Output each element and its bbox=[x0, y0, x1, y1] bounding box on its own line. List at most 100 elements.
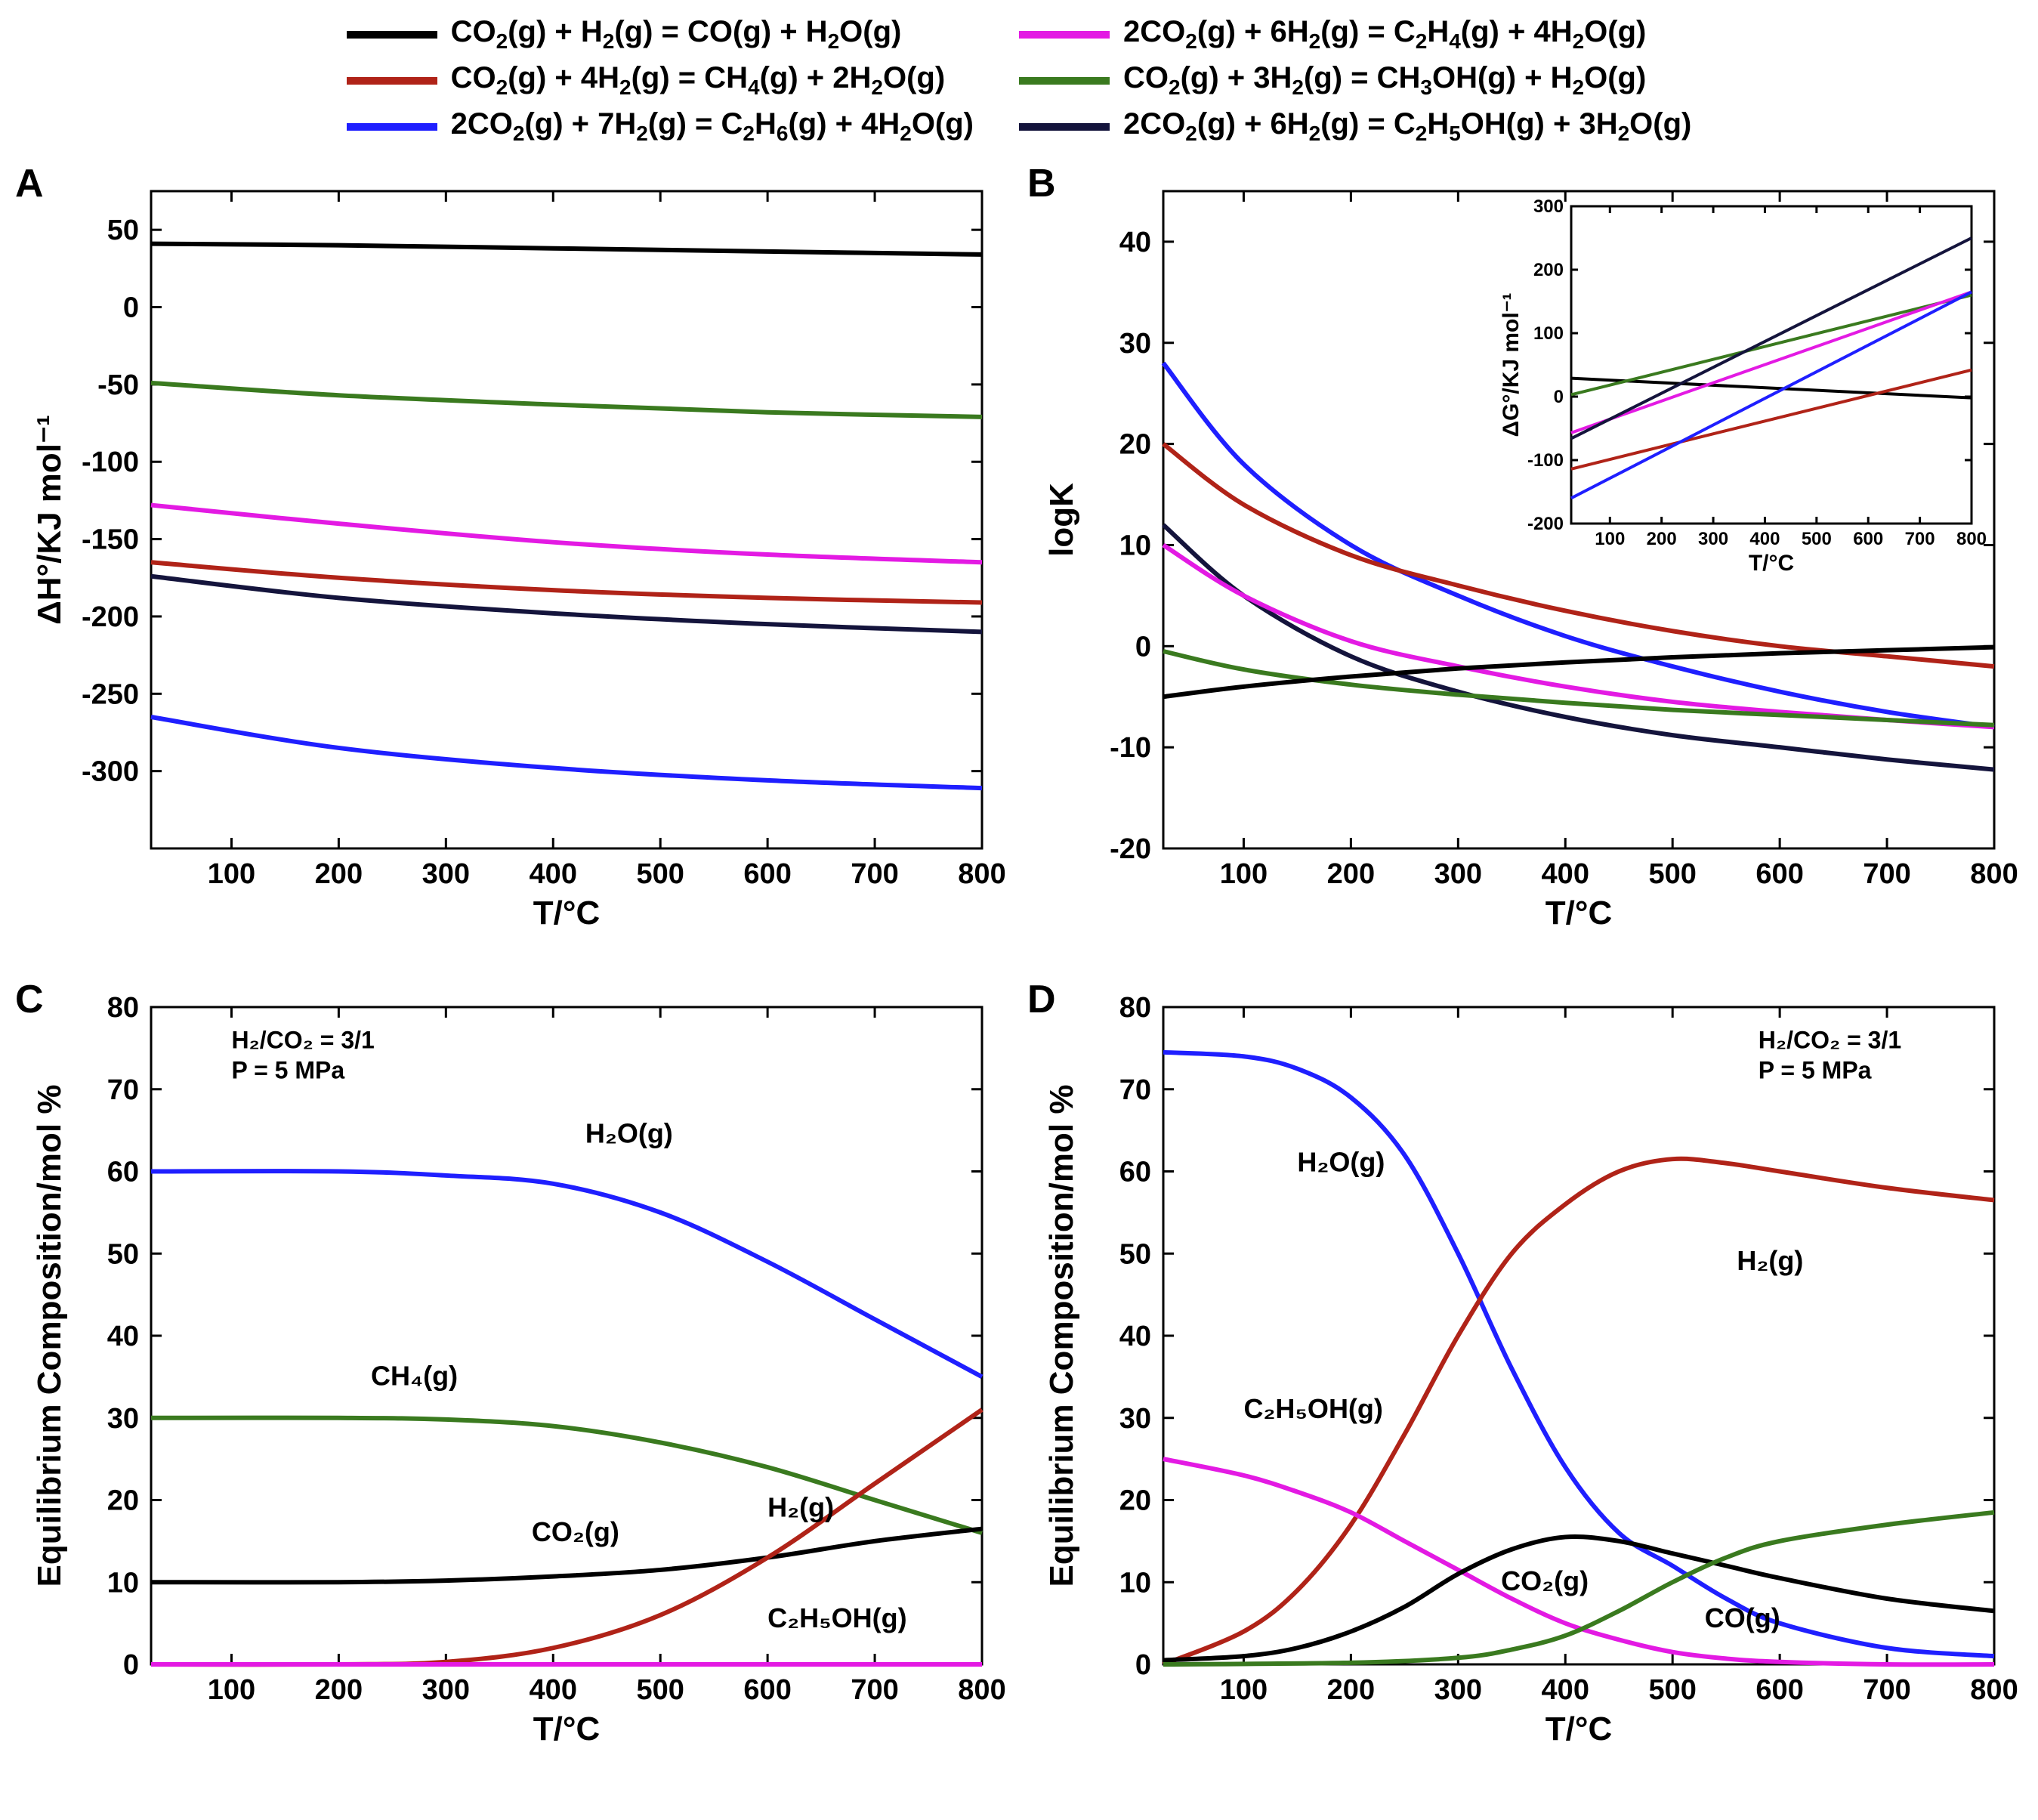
svg-text:600: 600 bbox=[743, 1674, 791, 1706]
svg-text:0: 0 bbox=[123, 1649, 139, 1681]
svg-text:T/°C: T/°C bbox=[533, 895, 600, 932]
svg-text:800: 800 bbox=[958, 1674, 1005, 1706]
svg-text:40: 40 bbox=[107, 1321, 139, 1352]
svg-text:40: 40 bbox=[1119, 227, 1151, 258]
svg-text:H₂/CO₂ = 3/1: H₂/CO₂ = 3/1 bbox=[1759, 1026, 1901, 1053]
svg-text:400: 400 bbox=[1542, 858, 1589, 890]
svg-text:ΔG°/KJ mol⁻¹: ΔG°/KJ mol⁻¹ bbox=[1499, 292, 1524, 437]
legend-text: 2CO2(g) + 6H2(g) = C2H4(g) + 4H2O(g) bbox=[1123, 15, 1646, 54]
svg-text:-300: -300 bbox=[82, 756, 139, 788]
svg-text:-50: -50 bbox=[97, 369, 139, 401]
legend-item: CO2(g) + 4H2(g) = CH4(g) + 2H2O(g) bbox=[347, 61, 974, 100]
svg-text:200: 200 bbox=[1327, 1674, 1375, 1706]
svg-text:300: 300 bbox=[422, 1674, 470, 1706]
svg-text:600: 600 bbox=[743, 858, 791, 890]
svg-text:P = 5 MPa: P = 5 MPa bbox=[1759, 1056, 1872, 1083]
svg-text:100: 100 bbox=[208, 858, 255, 890]
legend-swatch bbox=[347, 123, 437, 131]
svg-text:-200: -200 bbox=[82, 601, 139, 633]
svg-text:H₂(g): H₂(g) bbox=[1737, 1245, 1803, 1276]
legend-text: 2CO2(g) + 6H2(g) = C2H5OH(g) + 3H2O(g) bbox=[1123, 107, 1691, 146]
svg-text:100: 100 bbox=[1533, 323, 1564, 344]
svg-text:80: 80 bbox=[1119, 992, 1151, 1024]
legend-swatch bbox=[1019, 31, 1110, 39]
legend-text: CO2(g) + 3H2(g) = CH3OH(g) + H2O(g) bbox=[1123, 61, 1646, 100]
legend-item: 2CO2(g) + 6H2(g) = C2H5OH(g) + 3H2O(g) bbox=[1019, 107, 1691, 146]
svg-text:800: 800 bbox=[958, 858, 1005, 890]
legend-text: CO2(g) + H2(g) = CO(g) + H2O(g) bbox=[451, 15, 902, 54]
svg-text:20: 20 bbox=[1119, 1485, 1151, 1517]
svg-text:0: 0 bbox=[1135, 1649, 1151, 1681]
panel-C: C 10020030040050060070080001020304050607… bbox=[15, 977, 1012, 1778]
svg-text:-100: -100 bbox=[1527, 450, 1564, 471]
svg-text:700: 700 bbox=[851, 1674, 898, 1706]
chart-D: 1002003004005006007008000102030405060708… bbox=[1027, 977, 2024, 1778]
svg-text:-250: -250 bbox=[82, 678, 139, 710]
svg-text:H₂O(g): H₂O(g) bbox=[585, 1117, 673, 1148]
svg-text:40: 40 bbox=[1119, 1321, 1151, 1352]
svg-text:50: 50 bbox=[107, 215, 139, 246]
svg-text:400: 400 bbox=[1542, 1674, 1589, 1706]
svg-text:200: 200 bbox=[1533, 260, 1564, 280]
svg-text:H₂O(g): H₂O(g) bbox=[1297, 1147, 1385, 1178]
svg-text:P = 5 MPa: P = 5 MPa bbox=[231, 1056, 344, 1083]
svg-text:600: 600 bbox=[1755, 858, 1803, 890]
svg-text:800: 800 bbox=[1970, 1674, 2018, 1706]
svg-text:400: 400 bbox=[530, 858, 577, 890]
svg-text:30: 30 bbox=[1119, 328, 1151, 360]
legend-text: 2CO2(g) + 7H2(g) = C2H6(g) + 4H2O(g) bbox=[451, 107, 974, 146]
svg-text:50: 50 bbox=[1119, 1238, 1151, 1270]
svg-text:H₂/CO₂ = 3/1: H₂/CO₂ = 3/1 bbox=[231, 1026, 374, 1053]
svg-text:ΔH°/KJ mol⁻¹: ΔH°/KJ mol⁻¹ bbox=[31, 415, 68, 625]
svg-text:CO₂(g): CO₂(g) bbox=[532, 1516, 619, 1547]
svg-text:500: 500 bbox=[636, 858, 684, 890]
svg-text:100: 100 bbox=[1220, 858, 1268, 890]
svg-text:CO(g): CO(g) bbox=[1705, 1602, 1780, 1633]
svg-text:T/°C: T/°C bbox=[533, 1710, 600, 1747]
svg-text:C₂H₅OH(g): C₂H₅OH(g) bbox=[1243, 1393, 1382, 1424]
svg-text:500: 500 bbox=[1802, 529, 1832, 549]
svg-text:70: 70 bbox=[1119, 1074, 1151, 1106]
svg-text:CO₂(g): CO₂(g) bbox=[1501, 1565, 1589, 1596]
svg-text:30: 30 bbox=[1119, 1403, 1151, 1435]
svg-text:400: 400 bbox=[1749, 529, 1780, 549]
chart-C: 1002003004005006007008000102030405060708… bbox=[15, 977, 1012, 1778]
panel-C-label: C bbox=[15, 977, 44, 1022]
panels-grid: A 100200300400500600700800-300-250-200-1… bbox=[15, 161, 2023, 1778]
svg-text:700: 700 bbox=[1905, 529, 1935, 549]
legend-text: CO2(g) + 4H2(g) = CH4(g) + 2H2O(g) bbox=[451, 61, 946, 100]
legend-swatch bbox=[347, 31, 437, 39]
svg-text:10: 10 bbox=[1119, 1567, 1151, 1599]
svg-text:10: 10 bbox=[107, 1567, 139, 1599]
svg-text:400: 400 bbox=[530, 1674, 577, 1706]
svg-text:600: 600 bbox=[1853, 529, 1883, 549]
svg-text:800: 800 bbox=[1970, 858, 2018, 890]
svg-text:300: 300 bbox=[1533, 196, 1564, 217]
svg-text:H₂(g): H₂(g) bbox=[767, 1491, 834, 1522]
svg-text:500: 500 bbox=[636, 1674, 684, 1706]
svg-text:100: 100 bbox=[1595, 529, 1625, 549]
svg-text:200: 200 bbox=[315, 1674, 363, 1706]
svg-text:CH₄(g): CH₄(g) bbox=[371, 1360, 458, 1391]
legend: CO2(g) + H2(g) = CO(g) + H2O(g) CO2(g) + … bbox=[15, 15, 2023, 146]
svg-text:800: 800 bbox=[1956, 529, 1987, 549]
svg-text:0: 0 bbox=[123, 292, 139, 324]
panel-B-label: B bbox=[1027, 161, 1056, 206]
svg-text:T/°C: T/°C bbox=[1545, 1710, 1612, 1747]
svg-text:T/°C: T/°C bbox=[1545, 895, 1612, 932]
svg-text:300: 300 bbox=[1434, 858, 1482, 890]
svg-text:100: 100 bbox=[1220, 1674, 1268, 1706]
svg-text:0: 0 bbox=[1135, 631, 1151, 663]
svg-text:-100: -100 bbox=[82, 447, 139, 478]
svg-text:60: 60 bbox=[107, 1157, 139, 1188]
chart-B: 100200300400500600700800-20-10010203040T… bbox=[1027, 161, 2024, 962]
svg-text:-20: -20 bbox=[1110, 833, 1151, 865]
svg-text:300: 300 bbox=[1434, 1674, 1482, 1706]
svg-text:-200: -200 bbox=[1527, 514, 1564, 534]
svg-text:700: 700 bbox=[1863, 858, 1910, 890]
chart-A: 100200300400500600700800-300-250-200-150… bbox=[15, 161, 1012, 962]
svg-text:300: 300 bbox=[422, 858, 470, 890]
svg-text:T/°C: T/°C bbox=[1749, 551, 1794, 576]
svg-text:-150: -150 bbox=[82, 524, 139, 556]
svg-text:700: 700 bbox=[851, 858, 898, 890]
